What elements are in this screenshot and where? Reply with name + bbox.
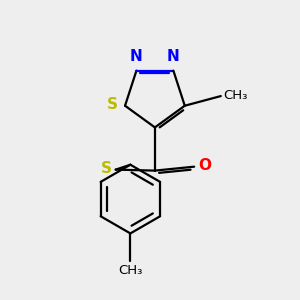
Text: CH₃: CH₃ bbox=[118, 264, 142, 277]
Text: CH₃: CH₃ bbox=[224, 88, 248, 102]
Text: N: N bbox=[130, 49, 143, 64]
Text: O: O bbox=[198, 158, 211, 173]
Text: S: S bbox=[107, 97, 118, 112]
Text: S: S bbox=[101, 161, 112, 176]
Text: N: N bbox=[167, 49, 180, 64]
